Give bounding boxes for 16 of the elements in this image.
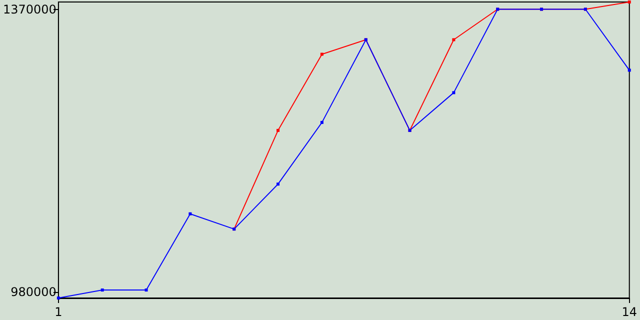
point bbox=[628, 0, 631, 4]
point bbox=[276, 128, 280, 132]
point bbox=[144, 288, 148, 292]
point bbox=[452, 91, 456, 94]
y-tick-label: 1370000 bbox=[2, 2, 56, 16]
point bbox=[276, 182, 280, 186]
point bbox=[320, 52, 324, 56]
point bbox=[188, 212, 192, 216]
x-tick-label: 1 bbox=[54, 305, 62, 319]
x-tick-label: 14 bbox=[622, 305, 638, 319]
point bbox=[56, 296, 60, 300]
point bbox=[320, 120, 324, 124]
point bbox=[628, 68, 631, 72]
point bbox=[452, 38, 456, 42]
y-tick-label: 980000 bbox=[10, 285, 56, 300]
point bbox=[100, 288, 104, 292]
